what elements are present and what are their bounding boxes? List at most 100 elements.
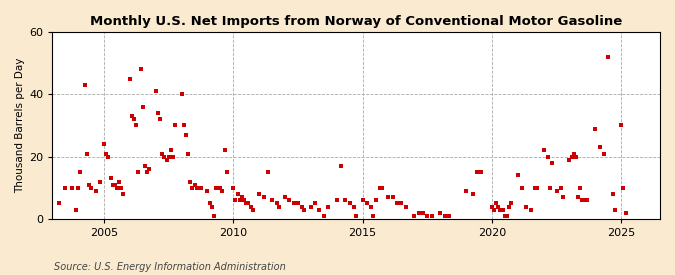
Point	[375, 186, 385, 190]
Point	[297, 204, 308, 209]
Point	[538, 148, 549, 153]
Point	[517, 186, 528, 190]
Point	[211, 186, 221, 190]
Point	[566, 155, 577, 159]
Point	[620, 211, 631, 215]
Point	[603, 55, 614, 59]
Point	[178, 123, 189, 128]
Point	[590, 126, 601, 131]
Point	[267, 198, 277, 202]
Point	[396, 201, 407, 206]
Point	[331, 198, 342, 202]
Point	[241, 201, 252, 206]
Point	[133, 170, 144, 174]
Point	[263, 170, 273, 174]
Point	[335, 164, 346, 168]
Point	[383, 195, 394, 199]
Point	[140, 164, 151, 168]
Point	[234, 198, 245, 202]
Point	[247, 207, 258, 212]
Point	[504, 204, 514, 209]
Point	[439, 214, 450, 218]
Point	[219, 148, 230, 153]
Point	[357, 198, 368, 202]
Point	[575, 186, 586, 190]
Point	[370, 198, 381, 202]
Point	[90, 189, 101, 193]
Point	[103, 155, 114, 159]
Point	[443, 214, 454, 218]
Point	[351, 214, 362, 218]
Point	[105, 176, 116, 181]
Point	[288, 201, 299, 206]
Point	[530, 186, 541, 190]
Point	[310, 201, 321, 206]
Point	[460, 189, 471, 193]
Point	[493, 204, 504, 209]
Point	[599, 151, 610, 156]
Point	[86, 186, 97, 190]
Point	[362, 201, 373, 206]
Point	[314, 207, 325, 212]
Point	[204, 201, 215, 206]
Point	[392, 201, 402, 206]
Point	[99, 142, 109, 146]
Point	[196, 186, 207, 190]
Point	[71, 207, 82, 212]
Point	[558, 195, 568, 199]
Point	[409, 214, 420, 218]
Point	[547, 161, 558, 165]
Point	[512, 173, 523, 178]
Point	[551, 189, 562, 193]
Point	[209, 214, 219, 218]
Point	[113, 179, 124, 184]
Point	[572, 195, 583, 199]
Point	[467, 192, 478, 196]
Point	[144, 167, 155, 171]
Y-axis label: Thousand Barrels per Day: Thousand Barrels per Day	[15, 58, 25, 193]
Point	[221, 170, 232, 174]
Point	[245, 204, 256, 209]
Point	[95, 179, 105, 184]
Point	[75, 170, 86, 174]
Point	[127, 114, 138, 118]
Point	[187, 186, 198, 190]
Point	[165, 148, 176, 153]
Point	[107, 183, 118, 187]
Point	[84, 183, 95, 187]
Point	[495, 207, 506, 212]
Point	[497, 207, 508, 212]
Point	[577, 198, 588, 202]
Point	[502, 214, 512, 218]
Point	[581, 198, 592, 202]
Point	[136, 67, 146, 72]
Point	[118, 192, 129, 196]
Point	[207, 204, 217, 209]
Point	[306, 204, 317, 209]
Point	[299, 207, 310, 212]
Point	[427, 214, 437, 218]
Point	[202, 189, 213, 193]
Point	[151, 89, 161, 94]
Point	[349, 204, 360, 209]
Point	[273, 204, 284, 209]
Point	[153, 111, 163, 115]
Point	[109, 183, 120, 187]
Point	[232, 192, 243, 196]
Point	[142, 170, 153, 174]
Point	[131, 123, 142, 128]
Point	[228, 186, 239, 190]
Point	[521, 204, 532, 209]
Point	[183, 151, 194, 156]
Point	[545, 186, 556, 190]
Point	[292, 201, 303, 206]
Point	[366, 204, 377, 209]
Point	[194, 186, 205, 190]
Point	[489, 207, 500, 212]
Point	[368, 214, 379, 218]
Point	[556, 186, 566, 190]
Point	[400, 204, 411, 209]
Point	[169, 123, 180, 128]
Point	[579, 198, 590, 202]
Point	[570, 155, 581, 159]
